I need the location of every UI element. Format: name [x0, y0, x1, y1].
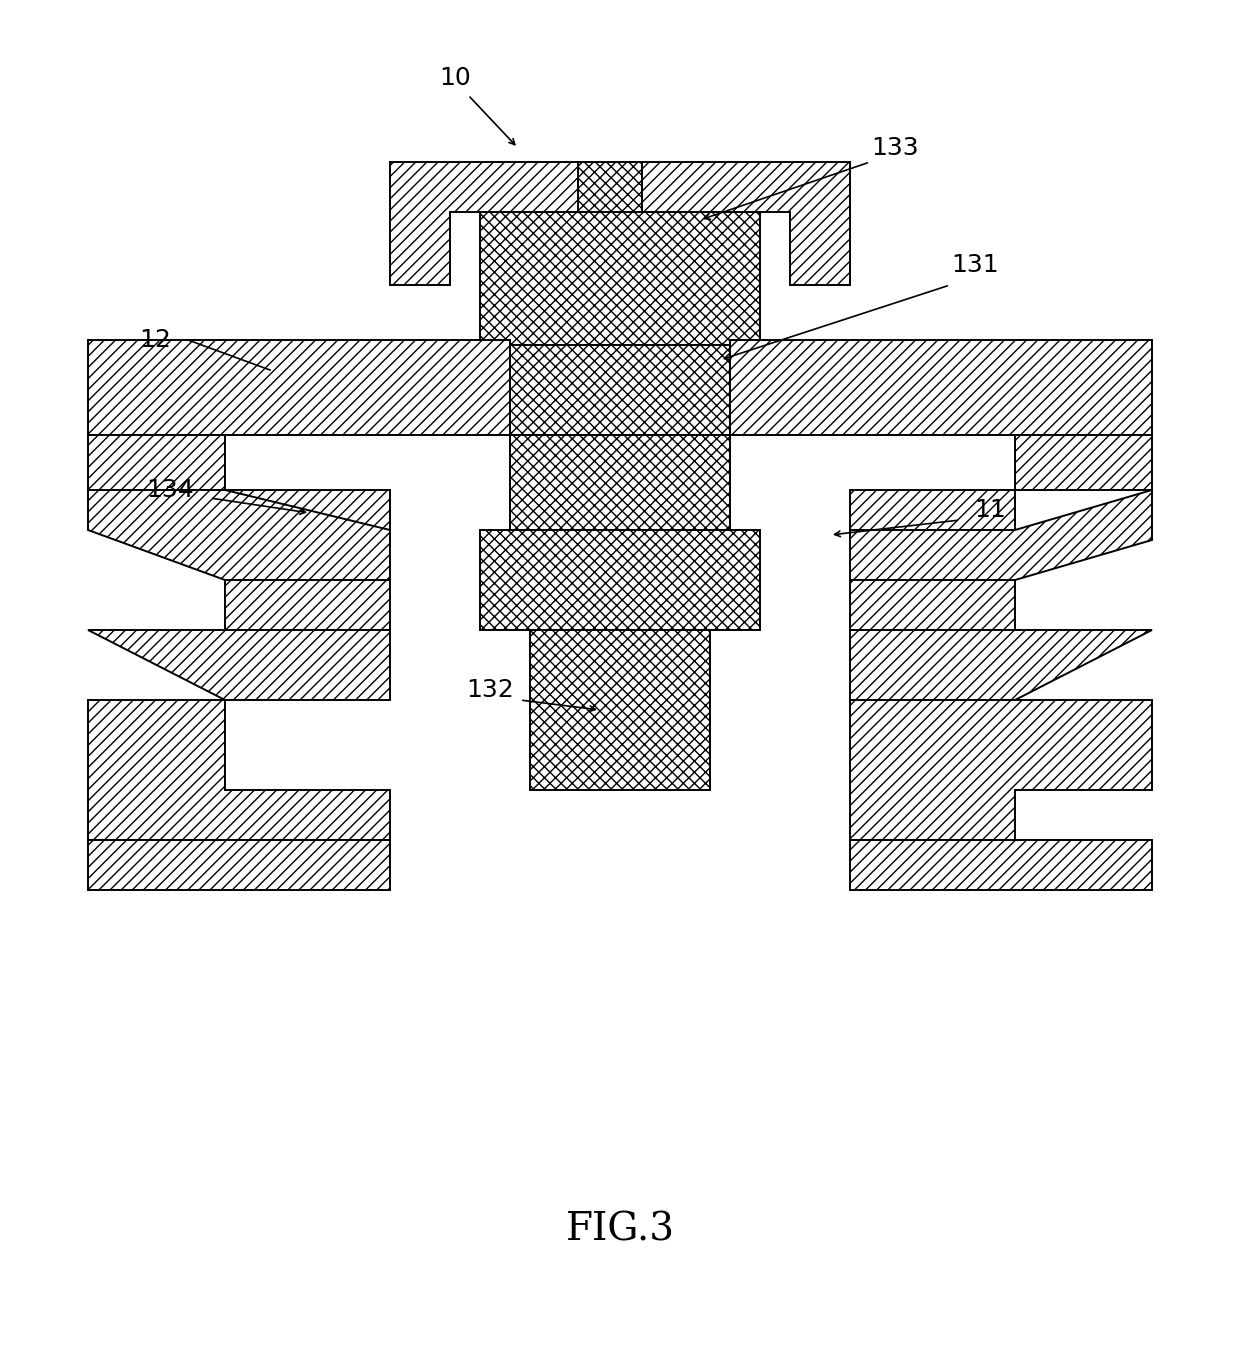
- Polygon shape: [88, 631, 391, 700]
- Text: 11: 11: [975, 498, 1006, 523]
- Polygon shape: [849, 700, 1152, 840]
- Polygon shape: [510, 435, 730, 529]
- Text: 132: 132: [466, 679, 513, 702]
- Polygon shape: [88, 490, 391, 580]
- Polygon shape: [642, 161, 849, 285]
- Polygon shape: [88, 341, 510, 435]
- Polygon shape: [480, 529, 760, 631]
- Text: 134: 134: [146, 477, 193, 502]
- Text: 12: 12: [139, 328, 171, 352]
- Text: 133: 133: [872, 135, 919, 160]
- Polygon shape: [1016, 435, 1152, 490]
- Polygon shape: [849, 631, 1152, 700]
- Text: 131: 131: [951, 253, 998, 276]
- Polygon shape: [88, 840, 391, 891]
- Polygon shape: [578, 161, 642, 212]
- Polygon shape: [224, 580, 391, 631]
- Polygon shape: [849, 490, 1152, 580]
- Text: 10: 10: [439, 66, 471, 90]
- Polygon shape: [480, 212, 760, 345]
- Polygon shape: [391, 161, 578, 285]
- Text: FIG.3: FIG.3: [565, 1212, 675, 1249]
- Polygon shape: [849, 490, 1016, 529]
- Polygon shape: [510, 345, 730, 435]
- Polygon shape: [88, 435, 224, 490]
- Polygon shape: [88, 700, 391, 840]
- Polygon shape: [730, 341, 1152, 435]
- Polygon shape: [849, 840, 1152, 891]
- Polygon shape: [224, 490, 391, 529]
- Polygon shape: [849, 580, 1016, 631]
- Polygon shape: [529, 631, 711, 789]
